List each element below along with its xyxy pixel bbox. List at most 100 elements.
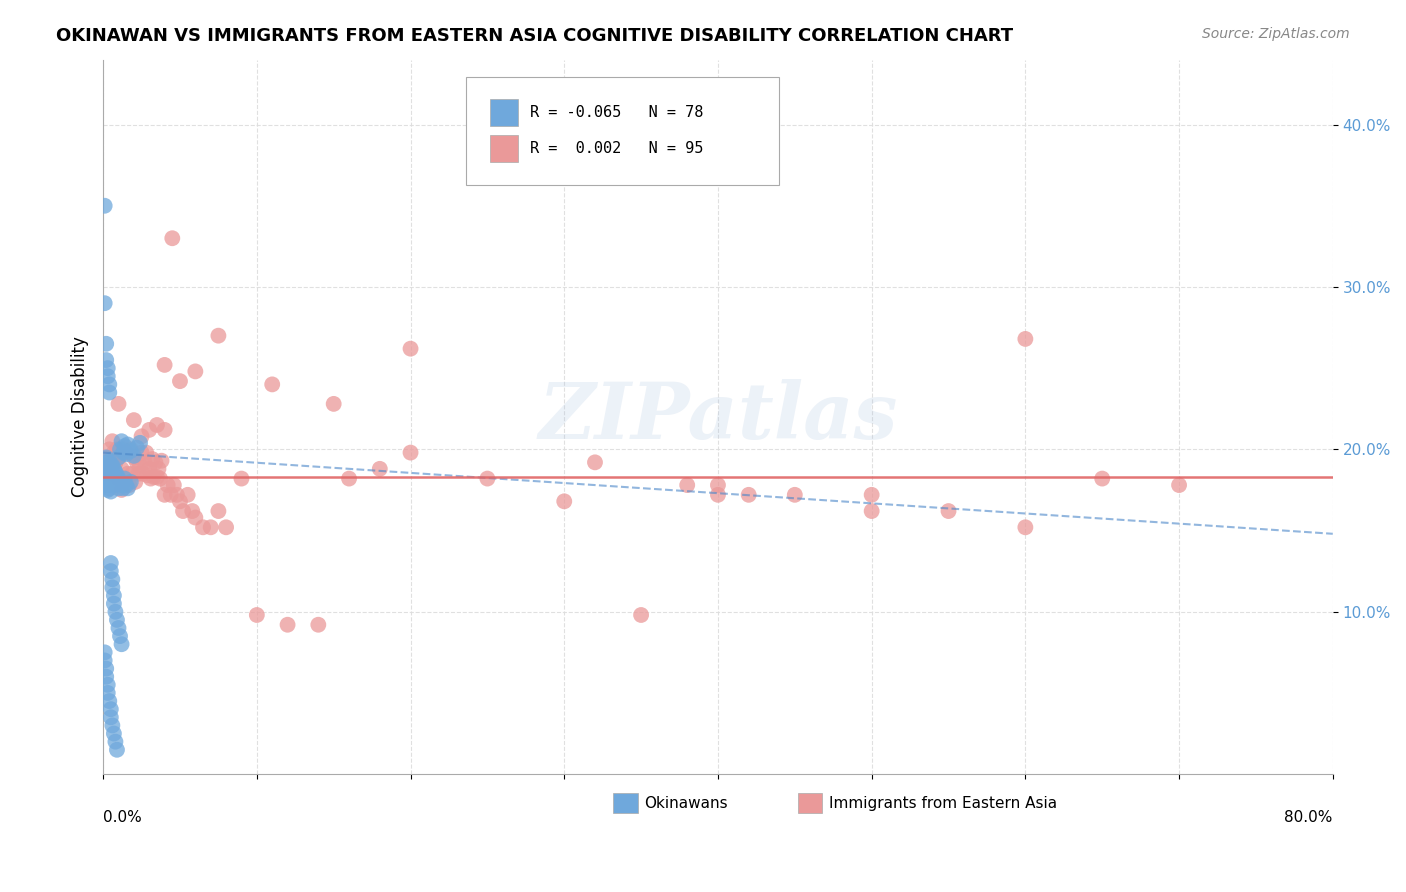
Point bbox=[107, 472, 129, 486]
Point bbox=[101, 572, 124, 586]
Point bbox=[97, 678, 120, 692]
Point bbox=[156, 478, 179, 492]
Point bbox=[583, 455, 606, 469]
Point bbox=[231, 472, 253, 486]
Point bbox=[115, 445, 138, 459]
Text: Source: ZipAtlas.com: Source: ZipAtlas.com bbox=[1202, 27, 1350, 41]
Point bbox=[112, 445, 135, 459]
Point bbox=[97, 455, 120, 469]
Point bbox=[630, 607, 652, 622]
Point bbox=[96, 336, 118, 351]
Point bbox=[98, 462, 121, 476]
Point bbox=[104, 605, 127, 619]
Point bbox=[105, 743, 128, 757]
Point bbox=[115, 478, 138, 492]
Point bbox=[120, 475, 142, 489]
Point bbox=[368, 462, 391, 476]
FancyBboxPatch shape bbox=[465, 78, 779, 185]
Point bbox=[322, 397, 344, 411]
Point bbox=[129, 435, 152, 450]
Point bbox=[150, 453, 173, 467]
Point bbox=[110, 478, 132, 492]
Point bbox=[117, 467, 139, 481]
Point bbox=[110, 462, 132, 476]
Point bbox=[117, 437, 139, 451]
Point bbox=[96, 670, 118, 684]
Point bbox=[96, 462, 118, 476]
Point bbox=[98, 442, 121, 457]
Point bbox=[125, 455, 148, 469]
Point bbox=[146, 417, 169, 432]
Point bbox=[676, 478, 699, 492]
Point bbox=[200, 520, 222, 534]
Point bbox=[101, 434, 124, 449]
Point bbox=[120, 444, 142, 458]
Point bbox=[107, 397, 129, 411]
Point bbox=[138, 423, 160, 437]
Point bbox=[97, 686, 120, 700]
Point bbox=[101, 718, 124, 732]
Point bbox=[115, 447, 138, 461]
Point bbox=[112, 481, 135, 495]
Point bbox=[114, 472, 136, 486]
Point bbox=[107, 450, 129, 465]
Point bbox=[246, 607, 269, 622]
Point bbox=[184, 510, 207, 524]
Point bbox=[277, 617, 299, 632]
Point bbox=[112, 442, 135, 457]
Point bbox=[101, 478, 124, 492]
Point bbox=[163, 478, 186, 492]
Point bbox=[93, 296, 115, 310]
Point bbox=[707, 478, 730, 492]
Point bbox=[860, 504, 883, 518]
Bar bbox=[797, 793, 823, 814]
Point bbox=[148, 462, 170, 476]
Point bbox=[172, 504, 194, 518]
Point bbox=[100, 564, 122, 578]
Point bbox=[1168, 478, 1191, 492]
Point bbox=[169, 494, 191, 508]
Bar bbox=[613, 793, 638, 814]
Point bbox=[97, 465, 120, 479]
Text: 80.0%: 80.0% bbox=[1285, 810, 1333, 825]
Point bbox=[108, 629, 131, 643]
Point bbox=[93, 653, 115, 667]
Point bbox=[98, 463, 121, 477]
Point bbox=[97, 450, 120, 465]
Point bbox=[110, 637, 132, 651]
Y-axis label: Cognitive Disability: Cognitive Disability bbox=[72, 336, 89, 498]
Point bbox=[149, 472, 172, 486]
Point bbox=[103, 589, 125, 603]
Point bbox=[100, 476, 122, 491]
Point bbox=[181, 504, 204, 518]
Point bbox=[100, 702, 122, 716]
Point bbox=[399, 342, 422, 356]
Text: Immigrants from Eastern Asia: Immigrants from Eastern Asia bbox=[828, 796, 1057, 811]
Point bbox=[122, 413, 145, 427]
Point bbox=[114, 472, 136, 486]
Point bbox=[93, 458, 115, 473]
Point bbox=[553, 494, 575, 508]
Point bbox=[1091, 472, 1114, 486]
Point bbox=[132, 467, 155, 481]
Point bbox=[96, 450, 118, 465]
Bar bbox=[491, 135, 517, 161]
Point bbox=[860, 488, 883, 502]
Point bbox=[101, 467, 124, 481]
Point bbox=[145, 455, 167, 469]
Point bbox=[737, 488, 759, 502]
Point bbox=[127, 467, 149, 481]
Point bbox=[124, 475, 146, 489]
Point bbox=[105, 468, 128, 483]
Point bbox=[136, 468, 159, 483]
Point bbox=[105, 442, 128, 457]
Point bbox=[1014, 332, 1036, 346]
Point bbox=[108, 449, 131, 463]
Point bbox=[159, 488, 181, 502]
Point bbox=[215, 520, 238, 534]
Point bbox=[135, 445, 157, 459]
Point bbox=[104, 455, 127, 469]
Point bbox=[139, 472, 162, 486]
Point bbox=[98, 385, 121, 400]
Point bbox=[191, 520, 214, 534]
